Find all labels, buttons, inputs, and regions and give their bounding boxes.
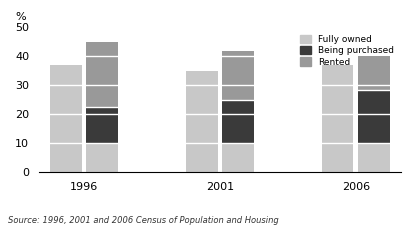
Bar	[87, 107, 118, 143]
Bar	[358, 56, 390, 90]
Bar	[358, 90, 390, 143]
Bar	[222, 51, 254, 100]
Bar	[222, 100, 254, 143]
Y-axis label: %: %	[15, 12, 26, 22]
Bar	[358, 143, 390, 172]
Bar	[87, 143, 118, 172]
Bar	[322, 65, 354, 172]
Legend: Fully owned, Being purchased, Rented: Fully owned, Being purchased, Rented	[297, 32, 396, 69]
Text: Source: 1996, 2001 and 2006 Census of Population and Housing: Source: 1996, 2001 and 2006 Census of Po…	[8, 216, 279, 225]
Bar	[186, 71, 218, 172]
Bar	[50, 65, 82, 172]
Bar	[87, 42, 118, 107]
Bar	[222, 143, 254, 172]
